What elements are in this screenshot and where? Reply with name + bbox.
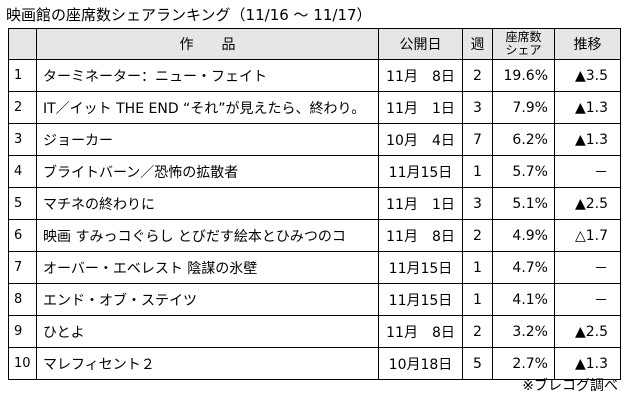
seat-share-cell: 4.7% [492,251,555,284]
release-date-cell: 11月 8日 [378,315,463,348]
week-count-cell: 5 [462,347,493,380]
header-release: 公開日 [378,28,463,60]
rank-cell: 2 [8,91,37,124]
film-title-cell: IT／イット THE END “それ”が見えたら、終わり。 [36,91,379,124]
trend-cell: ▲1.3 [554,123,621,156]
film-title-cell: ひとよ [36,315,379,348]
seat-share-cell: 19.6% [492,59,555,92]
week-count-cell: 7 [462,123,493,156]
table-row: 4 ブライトバーン／恐怖の拡散者 11月15日 1 5.7% － [8,155,621,188]
rank-cell: 10 [8,347,37,380]
film-title-cell: ターミネーター：ニュー・フェイト [36,59,379,92]
trend-cell: ▲1.3 [554,91,621,124]
trend-cell: － [554,155,621,188]
release-date-cell: 11月 1日 [378,187,463,220]
header-share-line2: シェア [505,43,542,57]
film-title-cell: オーバー・エベレスト 陰謀の氷壁 [36,251,379,284]
trend-cell: ▲3.5 [554,59,621,92]
source-footnote: ※ブレコグ調べ [522,378,618,394]
trend-cell: － [554,283,621,316]
table-row: 1 ターミネーター：ニュー・フェイト 11月 8日 2 19.6% ▲3.5 [8,59,621,92]
week-count-cell: 3 [462,187,493,220]
table-row: 7 オーバー・エベレスト 陰謀の氷壁 11月15日 1 4.7% － [8,251,621,284]
week-count-cell: 2 [462,219,493,252]
page-title: 映画館の座席数シェアランキング（11/16 ～ 11/17） [6,6,372,24]
release-date-cell: 11月15日 [378,251,463,284]
film-title-cell: マチネの終わりに [36,187,379,220]
seat-share-cell: 6.2% [492,123,555,156]
table-row: 9 ひとよ 11月 8日 2 3.2% ▲2.5 [8,315,621,348]
header-trend: 推移 [554,28,621,60]
film-title-cell: エンド・オブ・ステイツ [36,283,379,316]
table-row: 5 マチネの終わりに 11月 1日 3 5.1% ▲2.5 [8,187,621,220]
film-title-cell: ジョーカー [36,123,379,156]
header-week: 週 [462,28,493,60]
header-share-line1: 座席数 [505,30,542,44]
header-rank [8,28,37,60]
week-count-cell: 1 [462,283,493,316]
seat-share-cell: 4.1% [492,283,555,316]
header-film: 作 品 [36,28,379,60]
release-date-cell: 11月 8日 [378,219,463,252]
film-title-cell: マレフィセント２ [36,347,379,380]
release-date-cell: 11月 8日 [378,59,463,92]
table-row: 6 映画 すみっコぐらし とびだす絵本とひみつのコ 11月 8日 2 4.9% △1.7 [8,219,621,252]
release-date-cell: 11月15日 [378,155,463,188]
week-count-cell: 2 [462,315,493,348]
release-date-cell: 10月 4日 [378,123,463,156]
table-row: 3 ジョーカー 10月 4日 7 6.2% ▲1.3 [8,123,621,156]
rank-cell: 6 [8,219,37,252]
trend-cell: ▲2.5 [554,315,621,348]
seat-share-cell: 2.7% [492,347,555,380]
seat-share-cell: 7.9% [492,91,555,124]
header-share: 座席数 シェア [492,28,555,60]
rank-cell: 7 [8,251,37,284]
rank-cell: 1 [8,59,37,92]
film-title-cell: 映画 すみっコぐらし とびだす絵本とひみつのコ [36,219,379,252]
trend-cell: ▲1.3 [554,347,621,380]
week-count-cell: 1 [462,251,493,284]
week-count-cell: 2 [462,59,493,92]
table-row: 8 エンド・オブ・ステイツ 11月15日 1 4.1% － [8,283,621,316]
seat-share-cell: 4.9% [492,219,555,252]
table-row: 10 マレフィセント２ 10月18日 5 2.7% ▲1.3 [8,347,621,380]
header-row: 作 品 公開日 週 座席数 シェア 推移 [8,28,621,60]
rank-cell: 8 [8,283,37,316]
ranking-table: 作 品 公開日 週 座席数 シェア 推移 1 ターミネーター：ニュー・フェイト 11月… [8,28,621,380]
rank-cell: 3 [8,123,37,156]
release-date-cell: 11月15日 [378,283,463,316]
rank-cell: 9 [8,315,37,348]
rank-cell: 4 [8,155,37,188]
rank-cell: 5 [8,187,37,220]
trend-cell: － [554,251,621,284]
release-date-cell: 10月18日 [378,347,463,380]
trend-cell: ▲2.5 [554,187,621,220]
film-title-cell: ブライトバーン／恐怖の拡散者 [36,155,379,188]
seat-share-cell: 3.2% [492,315,555,348]
seat-share-cell: 5.1% [492,187,555,220]
trend-cell: △1.7 [554,219,621,252]
week-count-cell: 1 [462,155,493,188]
seat-share-cell: 5.7% [492,155,555,188]
table-row: 2 IT／イット THE END “それ”が見えたら、終わり。 11月 1日 3 7.9… [8,91,621,124]
release-date-cell: 11月 1日 [378,91,463,124]
week-count-cell: 3 [462,91,493,124]
